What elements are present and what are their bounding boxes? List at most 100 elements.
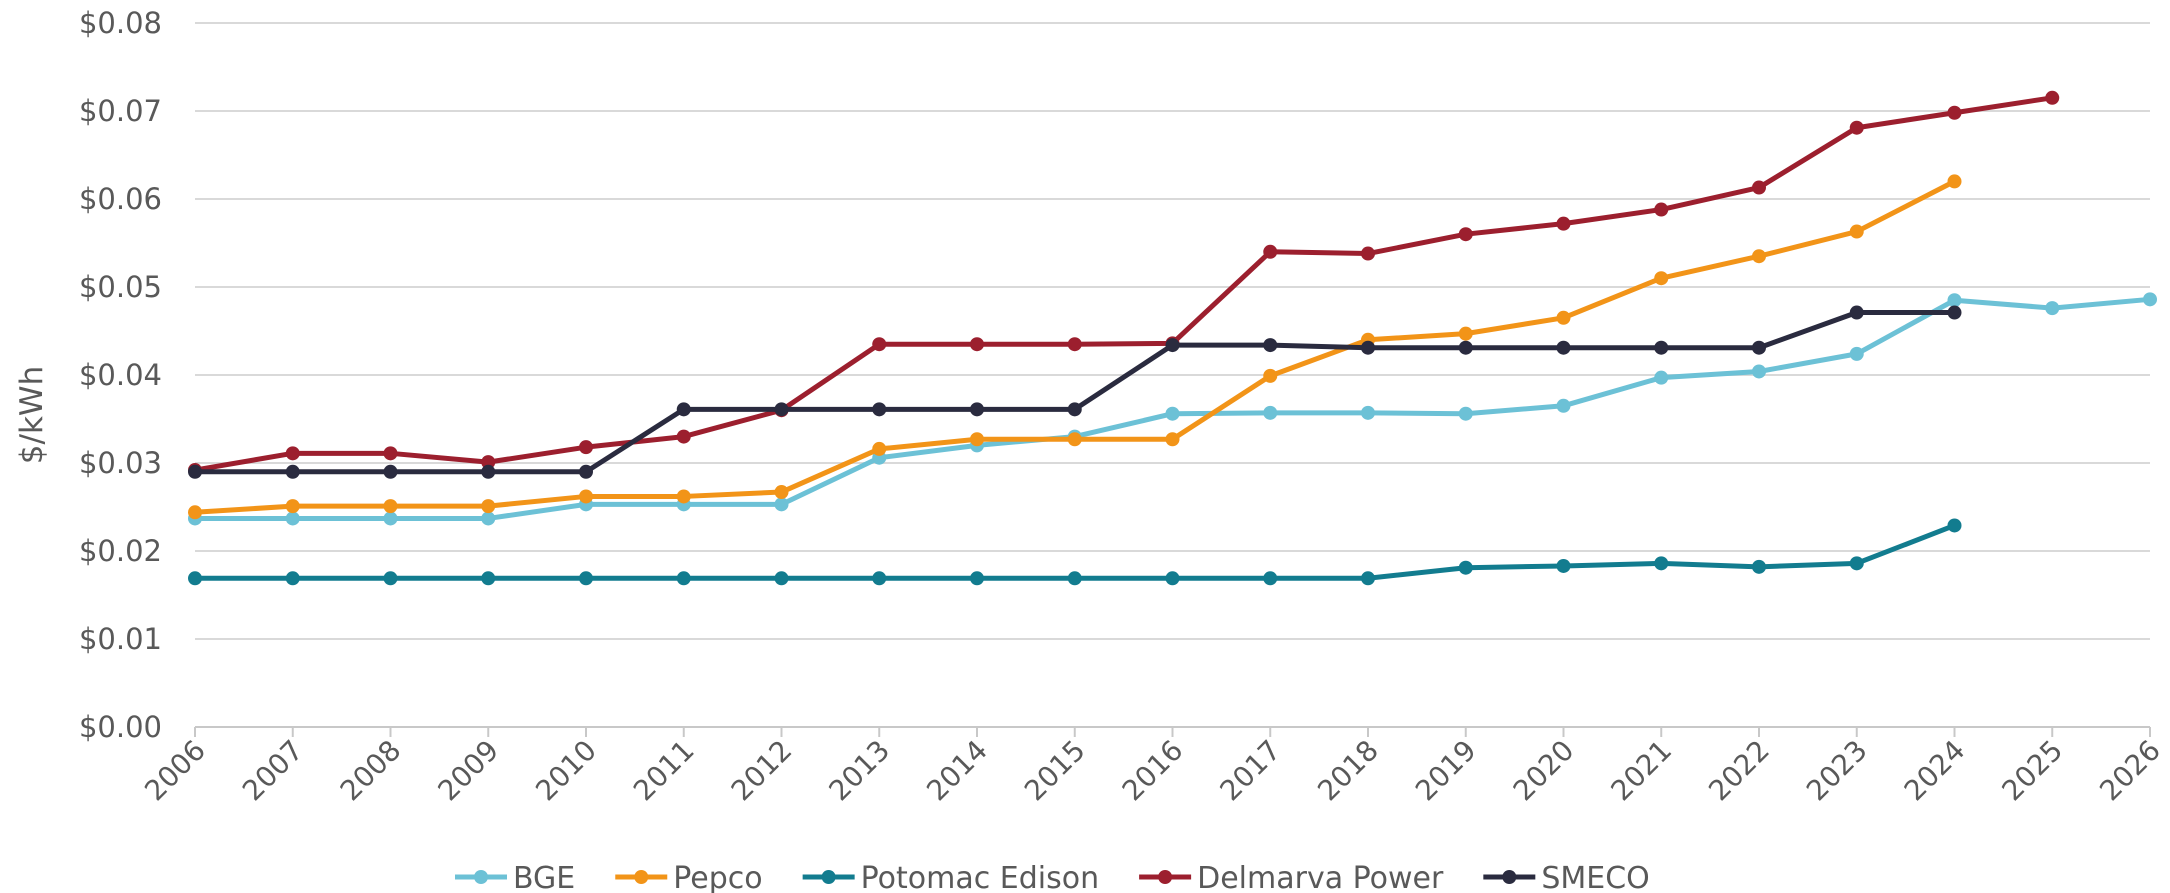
data-point xyxy=(1458,560,1473,575)
x-tick-label: 2019 xyxy=(1409,734,1483,808)
y-tick-label: $0.00 xyxy=(79,710,162,744)
x-tick-label: 2025 xyxy=(1995,734,2069,808)
data-point xyxy=(188,571,202,586)
x-tick-label: 2012 xyxy=(725,734,799,808)
data-point xyxy=(1752,249,1766,264)
gridlines xyxy=(195,22,2150,640)
y-tick-label: $0.08 xyxy=(79,6,162,40)
data-point xyxy=(1752,364,1766,379)
data-point xyxy=(1361,405,1375,420)
data-point xyxy=(774,571,789,586)
data-point xyxy=(676,489,691,504)
x-tick-label: 2015 xyxy=(1018,734,1092,808)
x-tick-label: 2014 xyxy=(920,734,994,808)
series-smeco xyxy=(188,305,1962,479)
data-point xyxy=(1067,432,1082,447)
data-point xyxy=(774,485,789,500)
x-tick-label: 2021 xyxy=(1604,734,1678,808)
data-point xyxy=(676,402,691,417)
data-point xyxy=(1263,571,1278,586)
data-point xyxy=(774,497,789,512)
legend-swatch-marker xyxy=(1502,870,1517,884)
data-point xyxy=(1263,405,1278,420)
legend-swatch-marker xyxy=(1158,870,1173,884)
data-point xyxy=(1849,556,1864,571)
data-point xyxy=(1458,340,1473,355)
data-point xyxy=(1165,571,1180,586)
data-point xyxy=(1556,216,1571,231)
data-point xyxy=(1361,246,1375,261)
data-point xyxy=(1067,571,1082,586)
data-point xyxy=(872,571,887,586)
data-point xyxy=(188,464,202,479)
data-point xyxy=(1947,293,1962,308)
data-point xyxy=(872,402,887,417)
data-point xyxy=(1556,398,1571,413)
data-point xyxy=(1165,432,1180,447)
legend: BGE Pepco Potomac Edison Delmarva Power SMEC… xyxy=(455,861,1650,893)
x-tick-label: 2008 xyxy=(334,734,408,808)
legend-item: Potomac Edison xyxy=(802,861,1099,893)
data-point xyxy=(481,455,496,470)
data-point xyxy=(188,505,202,520)
data-point xyxy=(774,402,789,417)
legend-label: Pepco xyxy=(673,861,762,893)
legend-item: Delmarva Power xyxy=(1139,861,1444,893)
data-point xyxy=(970,571,984,586)
y-tick-label: $0.06 xyxy=(79,182,162,216)
data-point xyxy=(2045,301,2060,316)
data-point xyxy=(1654,556,1669,571)
legend-swatch-marker xyxy=(474,870,488,884)
data-point xyxy=(285,499,300,514)
legend-item: SMECO xyxy=(1483,861,1650,893)
data-point xyxy=(1947,174,1962,189)
data-point xyxy=(1947,105,1962,120)
legend-label: Delmarva Power xyxy=(1197,861,1444,893)
legend-swatch-marker xyxy=(821,870,836,884)
data-point xyxy=(676,571,691,586)
data-point xyxy=(1263,368,1278,383)
data-point xyxy=(383,446,398,461)
data-point xyxy=(579,489,593,504)
data-point xyxy=(1654,370,1669,385)
data-point xyxy=(1752,340,1766,355)
data-point xyxy=(1361,571,1375,586)
y-axis-label: $/kWh xyxy=(14,366,50,464)
series-delmarva-power xyxy=(188,90,2060,478)
legend-item: BGE xyxy=(455,861,575,893)
data-point xyxy=(481,571,496,586)
x-tick-label: 2006 xyxy=(138,734,212,808)
y-tick-label: $0.03 xyxy=(79,446,162,480)
data-point xyxy=(1654,271,1669,286)
legend-label: Potomac Edison xyxy=(861,861,1099,893)
data-point xyxy=(579,571,593,586)
legend-swatch-marker xyxy=(634,870,649,884)
data-point xyxy=(579,464,593,479)
y-tick-label: $0.01 xyxy=(79,622,162,656)
data-point xyxy=(1361,340,1375,355)
data-point xyxy=(676,429,691,444)
legend-label: SMECO xyxy=(1541,861,1649,893)
data-point xyxy=(383,511,398,526)
x-tick-label: 2007 xyxy=(236,734,310,808)
data-point xyxy=(481,464,496,479)
data-point xyxy=(1849,120,1864,135)
series-group xyxy=(188,90,2157,586)
data-point xyxy=(1458,227,1473,242)
data-point xyxy=(2143,292,2157,307)
data-point xyxy=(285,464,300,479)
data-point xyxy=(285,446,300,461)
data-point xyxy=(1263,338,1278,353)
data-point xyxy=(481,499,496,514)
data-point xyxy=(970,337,984,352)
legend-item: Pepco xyxy=(615,861,763,893)
data-point xyxy=(1849,305,1864,320)
data-point xyxy=(285,571,300,586)
data-point xyxy=(1067,337,1082,352)
x-tick-label: 2016 xyxy=(1116,734,1190,808)
x-tick-label: 2023 xyxy=(1800,734,1874,808)
series-potomac-edison xyxy=(188,518,1962,586)
data-point xyxy=(1165,406,1180,421)
x-axis: 2006 2007 2008 2009 2010 2011 2012 2013 2014 2015… xyxy=(138,726,2167,808)
